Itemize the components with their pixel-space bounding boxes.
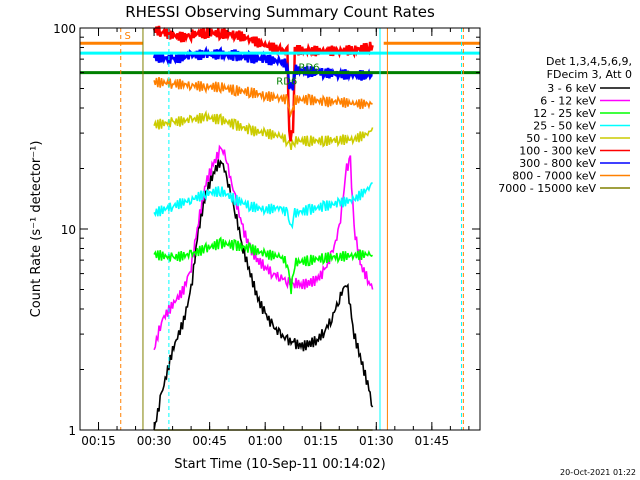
legend-label: 3 - 6 keV: [547, 82, 596, 95]
x-tick-label: 00:45: [192, 434, 227, 448]
x-axis-title: Start Time (10-Sep-11 00:14:02): [174, 457, 385, 472]
series-line-800-7000-kev: [153, 77, 373, 119]
x-tick-label: 00:30: [137, 434, 172, 448]
footer-timestamp: 20-Oct-2021 01:22: [560, 468, 636, 477]
legend-label: 50 - 100 keV: [526, 132, 596, 145]
x-tick-label: 00:15: [81, 434, 116, 448]
x-tick-label: 01:00: [248, 434, 283, 448]
annotation-rd6-secondary: RD6: [299, 63, 320, 74]
plot-frame: [79, 27, 481, 431]
series-line-6-12-kev: [153, 144, 374, 351]
x-tick-label: 01:15: [303, 434, 338, 448]
y-tick-label: 1: [68, 424, 76, 438]
legend-label: 7000 - 15000 keV: [498, 182, 596, 195]
x-tick-label: 01:30: [359, 434, 394, 448]
series-line-12-25-kev: [153, 236, 374, 295]
legend-label: 800 - 7000 keV: [512, 170, 596, 183]
annotation-s: S: [124, 31, 130, 42]
x-tick-label: 01:45: [415, 434, 450, 448]
legend-label: 100 - 300 keV: [519, 145, 596, 158]
legend-label: 6 - 12 keV: [540, 95, 596, 108]
legend-label: 300 - 800 keV: [519, 157, 596, 170]
legend-header-decimation: FDecim 3, Att 0: [547, 68, 632, 81]
y-tick-label: 100: [53, 22, 76, 36]
legend-label: 12 - 25 keV: [533, 107, 596, 120]
series-layer: [152, 25, 374, 431]
series-line-25-50-kev: [153, 181, 373, 230]
legend-label: 25 - 50 keV: [533, 120, 596, 133]
series-line-50-100-kev: [153, 109, 374, 151]
annotation-rd6: RD6: [276, 77, 297, 88]
y-tick-label: 10: [61, 223, 76, 237]
legend-header-detectors: Det 1,3,4,5,6,9,: [546, 55, 632, 68]
axis-layer: 00:15 00:30 00:45 01:00 01:15 01:30 01:45 1 10 10…: [53, 22, 480, 448]
chart-title: RHESSI Observing Summary Count Rates: [125, 3, 435, 21]
y-axis-title: Count Rate (s⁻¹ detector⁻¹): [29, 141, 44, 318]
series-line-3-6-kev: [153, 159, 374, 431]
